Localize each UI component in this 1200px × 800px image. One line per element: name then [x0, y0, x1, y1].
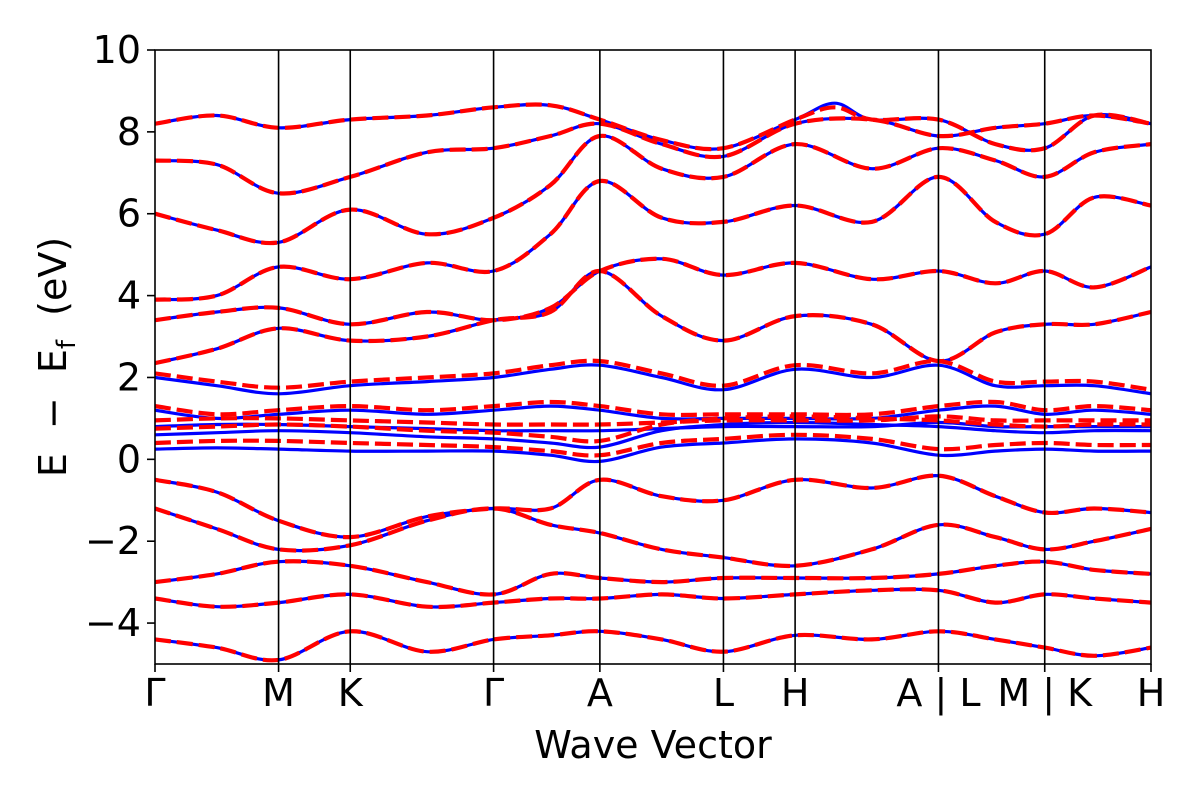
solid-band-8	[155, 404, 1151, 421]
x-tick-label: K	[338, 671, 364, 715]
dashed-band-8	[155, 399, 1151, 418]
x-tick-label: Γ	[144, 671, 165, 715]
dashed-band-10	[155, 268, 1151, 366]
dashed-band-0	[155, 629, 1151, 663]
y-label-e: E	[31, 453, 75, 477]
y-tick-label: 6	[117, 192, 141, 236]
x-tick-label: H	[1137, 671, 1166, 715]
x-tick-label: A	[587, 671, 613, 715]
y-label-unit: (eV)	[31, 237, 75, 316]
x-tick-label: M	[262, 671, 295, 715]
dashed-band-7	[155, 414, 1151, 427]
y-label-ef: E	[31, 349, 75, 373]
y-axis-label: E − Ef (eV)	[31, 237, 84, 477]
y-tick-label: 2	[117, 355, 141, 399]
x-tick-label: Γ	[483, 671, 504, 715]
solid-band-0	[155, 629, 1151, 662]
x-tick-label: A | L	[896, 671, 980, 716]
solid-band-2	[155, 559, 1151, 597]
dashed-band-3	[155, 506, 1151, 569]
dashed-band-12	[155, 174, 1151, 302]
y-label-ef-sub: f	[52, 339, 82, 349]
dashed-band-13	[155, 133, 1151, 246]
plot-frame	[154, 49, 1152, 665]
dashed-band-14	[155, 113, 1151, 196]
dashed-band-11	[155, 256, 1151, 327]
x-tick-label: L	[713, 671, 734, 715]
x-tick-label: M | K	[997, 671, 1093, 716]
dashed-band-15	[155, 102, 1151, 153]
y-tick-label: −4	[85, 601, 141, 645]
x-tick-label: H	[781, 671, 810, 715]
y-axis: −4 −2 0 2 4 6 8 10	[85, 28, 155, 645]
y-tick-label: 4	[117, 274, 141, 318]
x-axis-label: Wave Vector	[534, 723, 772, 767]
solid-band-6	[155, 420, 1151, 450]
y-tick-label: 8	[117, 110, 141, 154]
y-label-minus: −	[31, 397, 75, 429]
solid-band-10	[155, 269, 1151, 365]
dashed-band-4	[155, 473, 1151, 540]
dashed-band-1	[155, 587, 1151, 610]
solid-band-9	[155, 363, 1151, 396]
y-tick-label: 0	[117, 437, 141, 481]
dashed-band-2	[155, 559, 1151, 597]
y-tick-label: −2	[85, 519, 141, 563]
high-symmetry-lines	[277, 50, 1046, 664]
bands-layer	[155, 101, 1151, 663]
dashed-band-5	[155, 432, 1151, 458]
y-tick-label: 10	[93, 28, 141, 72]
dashed-band-9	[155, 358, 1151, 392]
solid-band-5	[155, 437, 1151, 464]
